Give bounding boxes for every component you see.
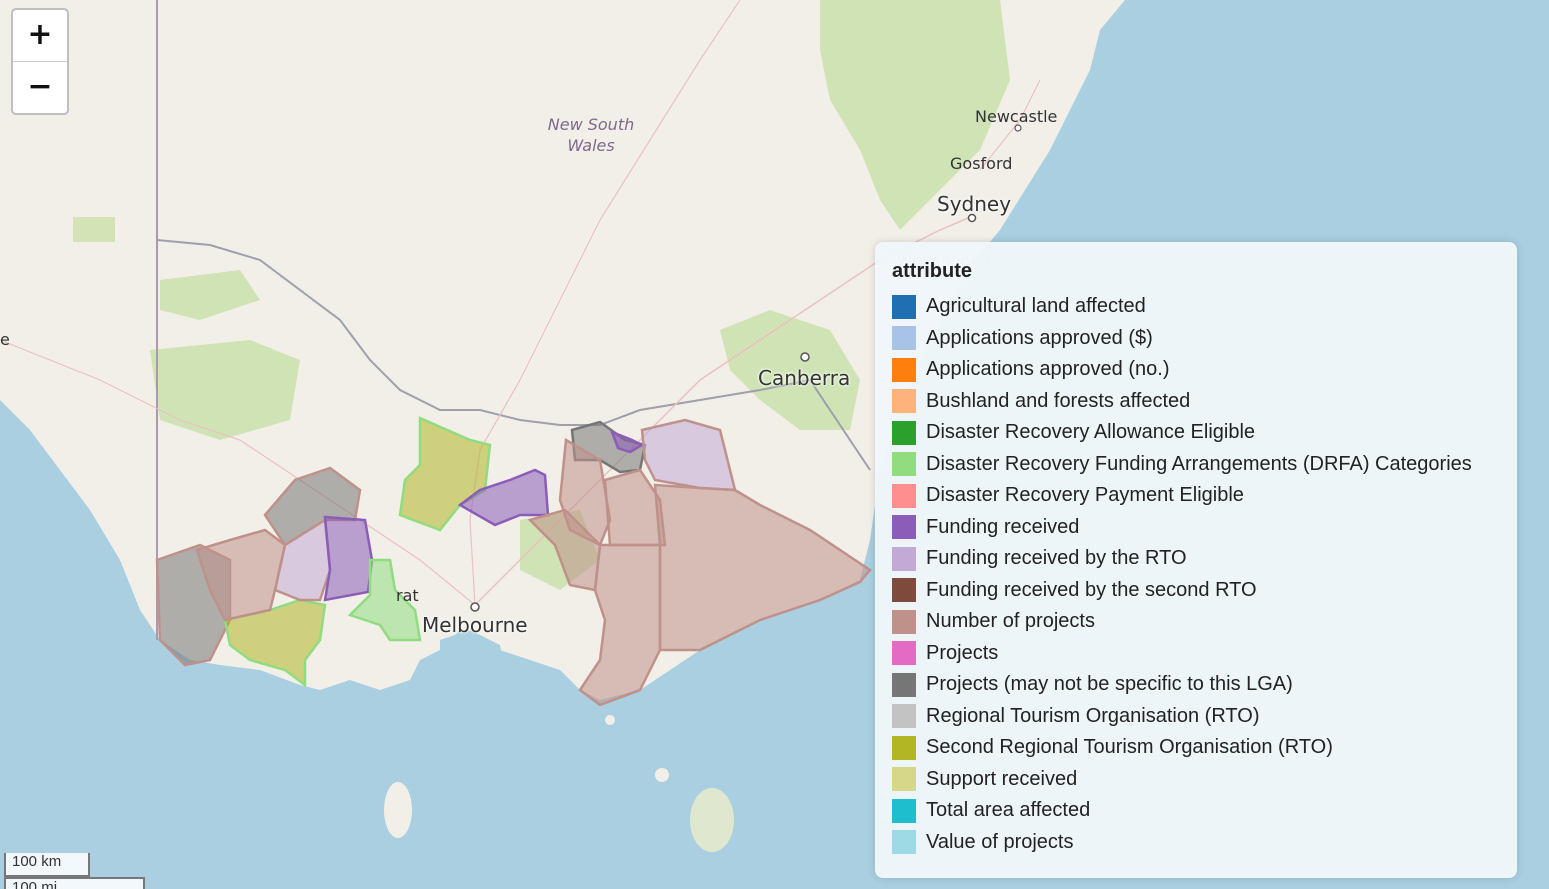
legend-title: attribute — [892, 260, 972, 282]
ballarat-label: rat — [396, 586, 419, 605]
legend-item: Projects (may not be specific to this LG… — [892, 669, 1500, 701]
road — [979, 79, 1041, 171]
legend-item: Funding received by the RTO — [892, 543, 1500, 575]
legend-swatch — [892, 672, 916, 697]
legend-swatch — [892, 420, 916, 445]
legend-item: Disaster Recovery Allowance Eligible — [892, 417, 1500, 449]
legend-swatch — [892, 767, 916, 792]
legend-item: Support received — [892, 764, 1500, 796]
legend-item-label: Disaster Recovery Payment Eligible — [926, 484, 1244, 507]
canberra-marker — [800, 352, 810, 362]
legend-item: Funding received by the second RTO — [892, 575, 1500, 607]
legend-item-label: Agricultural land affected — [926, 295, 1146, 318]
forest-patch — [820, 0, 1010, 230]
port-phillip-bay — [440, 630, 505, 690]
legend-swatch — [892, 389, 916, 414]
forest-patch — [150, 340, 300, 440]
zoom-control: + − — [11, 8, 69, 115]
legend-swatch — [892, 641, 916, 666]
flinders-island — [690, 788, 734, 852]
island — [605, 715, 615, 725]
state-border — [156, 239, 871, 471]
legend-item: Bushland and forests affected — [892, 386, 1500, 418]
lga-region-wellington[interactable] — [578, 543, 662, 707]
legend-item-label: Bushland and forests affected — [926, 389, 1191, 412]
legend-item-label: Value of projects — [926, 830, 1074, 853]
scale-bar-mi: 100 mi — [4, 877, 145, 889]
legend-item-label: Funding received by the RTO — [926, 547, 1187, 570]
legend-swatch — [892, 357, 916, 382]
legend-swatch — [892, 830, 916, 855]
legend-item-label: Projects — [926, 641, 999, 664]
legend-item: Applications approved ($) — [892, 323, 1500, 355]
lga-region-ballarat[interactable] — [347, 558, 422, 642]
legend-item-label: Funding received — [926, 515, 1080, 538]
nsw-label-text: New South Wales — [547, 115, 635, 155]
legend-swatch — [892, 294, 916, 319]
legend-item: Agricultural land affected — [892, 291, 1500, 323]
legend-swatch — [892, 704, 916, 729]
lga-region-funding[interactable] — [323, 515, 374, 602]
legend-swatch — [892, 483, 916, 508]
park — [73, 217, 115, 242]
zoom-out-button[interactable]: − — [13, 61, 67, 113]
legend-item-label: Total area affected — [926, 799, 1091, 822]
legend-swatch — [892, 578, 916, 603]
legend-item-label: Disaster Recovery Funding Arrangements (… — [926, 452, 1472, 475]
legend-item-label: Applications approved (no.) — [926, 358, 1170, 381]
lga-region-southwest[interactable] — [223, 598, 327, 688]
legend-list: Agricultural land affected Applications a… — [892, 291, 1500, 858]
legend-item: Applications approved (no.) — [892, 354, 1500, 386]
gosford-label: Gosford — [950, 154, 1013, 173]
island — [655, 768, 669, 782]
legend-item: Regional Tourism Organisation (RTO) — [892, 701, 1500, 733]
legend-item-label: Support received — [926, 767, 1078, 790]
legend-item: Projects — [892, 638, 1500, 670]
lga-region-towong[interactable] — [609, 429, 645, 454]
lga-region-upper-murray[interactable] — [640, 418, 737, 492]
legend-item: Total area affected — [892, 795, 1500, 827]
forest-patch — [160, 270, 260, 320]
sydney-label: Sydney — [937, 192, 1012, 216]
legend-item-label: Second Regional Tourism Organisation (RT… — [926, 736, 1333, 759]
road — [0, 339, 476, 606]
scale-bar-km: 100 km — [4, 853, 90, 877]
legend-swatch — [892, 452, 916, 477]
canberra-label: Canberra — [758, 366, 851, 390]
lga-region-loddon[interactable] — [398, 416, 492, 532]
sydney-marker — [967, 213, 977, 223]
legend-swatch — [892, 326, 916, 351]
legend-item: Second Regional Tourism Organisation (RT… — [892, 732, 1500, 764]
legend-item: Value of projects — [892, 827, 1500, 859]
melbourne-marker — [470, 602, 480, 612]
king-island — [384, 782, 412, 838]
legend-swatch — [892, 798, 916, 823]
map-legend: attribute Agricultural land affected Appl… — [875, 242, 1517, 878]
edge-label: e — [0, 330, 10, 349]
newcastle-marker — [1014, 124, 1022, 132]
legend-swatch — [892, 609, 916, 634]
legend-item-label: Projects (may not be specific to this LG… — [926, 673, 1293, 696]
newcastle-label: Newcastle — [975, 107, 1058, 126]
zoom-in-button[interactable]: + — [27, 17, 53, 52]
legend-swatch — [892, 735, 916, 760]
legend-item: Number of projects — [892, 606, 1500, 638]
legend-item: Disaster Recovery Funding Arrangements (… — [892, 449, 1500, 481]
legend-item: Disaster Recovery Payment Eligible — [892, 480, 1500, 512]
forest-patch — [720, 310, 860, 430]
lga-region-campaspe[interactable] — [457, 468, 550, 527]
legend-item-label: Funding received by the second RTO — [926, 578, 1257, 601]
legend-item-label: Number of projects — [926, 610, 1095, 633]
legend-item-label: Disaster Recovery Allowance Eligible — [926, 421, 1256, 444]
legend-swatch — [892, 546, 916, 571]
legend-item-label: Applications approved ($) — [926, 326, 1153, 349]
melbourne-label: Melbourne — [422, 613, 528, 637]
legend-item: Funding received — [892, 512, 1500, 544]
nsw-label: New South Wales — [545, 114, 637, 156]
legend-swatch — [892, 515, 916, 540]
legend-item-label: Regional Tourism Organisation (RTO) — [926, 704, 1260, 727]
